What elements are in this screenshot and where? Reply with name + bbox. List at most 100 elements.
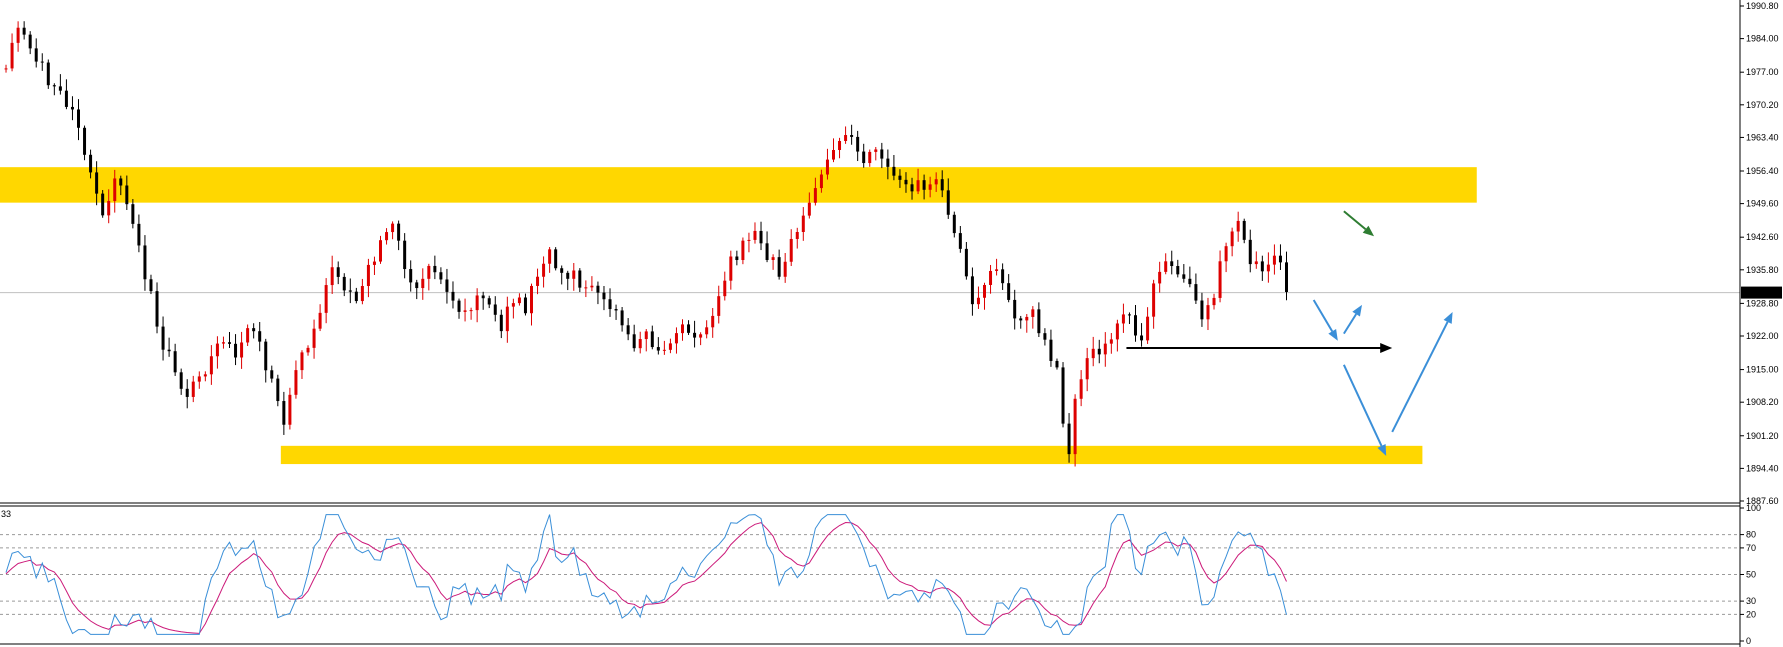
candle-body [1019, 318, 1023, 321]
candle-body [983, 284, 986, 298]
main-panel[interactable] [0, 21, 1740, 467]
candle-body [747, 239, 751, 241]
price-tick-label: 1928.80 [1746, 298, 1779, 308]
candle-body [1200, 300, 1204, 320]
candle-body [1254, 261, 1258, 265]
candle-body [1097, 348, 1101, 355]
candle-body [1037, 309, 1041, 334]
candle-body [101, 193, 105, 216]
candle-body [741, 240, 745, 261]
candle-body [258, 331, 262, 342]
candle-body [1260, 261, 1264, 272]
indicator-corner-label: 33 [1, 509, 11, 519]
candle-body [548, 249, 552, 264]
rsi-axis: 100 80 70 50 30 20 0 [1740, 503, 1761, 646]
candle-body [312, 328, 316, 348]
candle-body [614, 309, 618, 311]
candle-body [1103, 343, 1107, 355]
candle-body [596, 285, 600, 293]
candle-body [656, 347, 660, 351]
candle-body [711, 315, 715, 328]
price-tick-label: 1984.00 [1746, 34, 1779, 44]
price-tick-label: 1915.00 [1746, 365, 1779, 375]
candle-body [626, 325, 630, 335]
candle-body [759, 230, 763, 244]
candle-body [360, 285, 364, 302]
candle-body [240, 342, 244, 358]
candle-body [644, 331, 648, 340]
candle-body [765, 243, 769, 260]
arrow-up-blue-long [1391, 321, 1449, 433]
candle-body [928, 184, 932, 190]
arrow-down-green [1343, 210, 1367, 230]
candle-body [77, 109, 80, 128]
candle-body [203, 374, 207, 377]
candle-body [940, 179, 944, 191]
candle-body [1158, 271, 1162, 284]
candle-body [487, 298, 491, 305]
candle-body [542, 263, 546, 277]
candle-body [89, 154, 93, 173]
rsi-fast-line [5, 514, 1287, 635]
candle-body [306, 347, 310, 353]
candle-body [252, 328, 256, 332]
price-tick-label: 1922.00 [1746, 331, 1779, 341]
candle-body [898, 175, 902, 180]
arrow-up-blue-short-head [1352, 304, 1362, 317]
candle-body [246, 328, 250, 343]
candle-body [723, 280, 727, 297]
candle-body [934, 179, 938, 185]
rsi-panel[interactable]: 33 100 80 70 50 30 20 0 [0, 503, 1761, 646]
candle-body [668, 343, 672, 350]
candle-body [475, 295, 479, 311]
rsi-tick-label: 80 [1746, 530, 1756, 540]
support-zone-rect [280, 445, 1423, 465]
candle-body [1194, 284, 1198, 301]
support-zone [280, 445, 1423, 465]
candle-body [409, 269, 413, 283]
candle-body [819, 174, 823, 189]
candle-body [1067, 423, 1071, 455]
candle-body [1031, 309, 1035, 317]
candle-body [366, 264, 370, 286]
candle-body [149, 279, 153, 292]
candle-body [572, 270, 576, 279]
candle-body [228, 342, 231, 344]
candle-body [868, 151, 872, 164]
price-tick-label: 1990.80 [1746, 1, 1779, 11]
candle-body [650, 331, 654, 348]
candle-body [294, 370, 298, 395]
candle-body [221, 342, 225, 344]
arrow-down-blue-long [1342, 364, 1383, 447]
price-tick-label: 1942.60 [1746, 232, 1779, 242]
arrow-up-blue-short [1343, 313, 1357, 335]
candle-body [1266, 264, 1270, 272]
candle-body [1170, 261, 1174, 267]
annotations [1126, 210, 1453, 456]
candle-body [131, 204, 135, 224]
rsi-tick-label: 30 [1746, 596, 1756, 606]
candle-body [554, 249, 558, 269]
resistance-zone-rect [0, 167, 1477, 203]
candle-body [1224, 246, 1228, 262]
candle-body [433, 265, 437, 273]
candle-body [161, 326, 165, 350]
candle-body [70, 106, 74, 110]
candle-body [179, 372, 183, 389]
candle-body [58, 86, 62, 91]
candle-body [632, 334, 636, 349]
candle-body [457, 300, 461, 312]
candle-body [1285, 262, 1288, 293]
candle-body [1134, 315, 1137, 336]
candle-body [795, 231, 799, 239]
candle-body [699, 334, 703, 338]
candle-body [34, 48, 38, 62]
candle-body [197, 376, 201, 382]
candle-body [318, 312, 322, 329]
candle-body [1176, 266, 1180, 275]
candle-body [771, 257, 775, 260]
candle-body [850, 135, 854, 137]
candle-body [1188, 278, 1192, 285]
arrow-down-blue-short-head [1328, 329, 1338, 341]
